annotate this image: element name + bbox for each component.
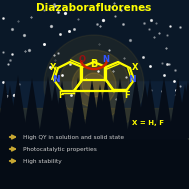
Text: Diazaborafluorenes: Diazaborafluorenes (36, 3, 152, 13)
Polygon shape (53, 80, 71, 140)
Text: N: N (52, 75, 60, 84)
Bar (0, 108, 189, 140)
Polygon shape (22, 78, 42, 143)
Polygon shape (168, 78, 188, 140)
Text: High stability: High stability (23, 159, 62, 163)
Bar (0, 140, 189, 189)
Polygon shape (136, 83, 153, 135)
Polygon shape (125, 76, 146, 144)
Polygon shape (110, 78, 130, 143)
Polygon shape (177, 84, 189, 132)
Circle shape (72, 63, 116, 107)
Polygon shape (7, 75, 29, 145)
Polygon shape (83, 79, 101, 141)
Polygon shape (92, 84, 108, 134)
Text: N: N (128, 75, 136, 84)
Polygon shape (68, 77, 88, 142)
Text: Photocatalytic properties: Photocatalytic properties (23, 146, 97, 152)
Polygon shape (2, 85, 18, 135)
Text: X: X (132, 64, 138, 73)
Polygon shape (96, 77, 116, 141)
Text: X: X (50, 64, 56, 73)
Text: F: F (124, 91, 130, 101)
Text: X = H, F: X = H, F (132, 120, 164, 126)
Circle shape (44, 35, 144, 135)
Polygon shape (37, 76, 59, 144)
Circle shape (82, 73, 106, 97)
Text: O: O (78, 56, 85, 64)
Text: B: B (90, 59, 98, 69)
Text: N: N (102, 56, 109, 64)
Text: F: F (58, 91, 64, 101)
Polygon shape (154, 77, 174, 142)
Circle shape (59, 50, 129, 120)
Polygon shape (140, 79, 160, 141)
Text: High QY in solution and solid state: High QY in solution and solid state (23, 135, 124, 139)
Polygon shape (0, 80, 14, 140)
Polygon shape (46, 83, 64, 135)
Polygon shape (179, 80, 189, 138)
Bar (0, 0, 189, 80)
